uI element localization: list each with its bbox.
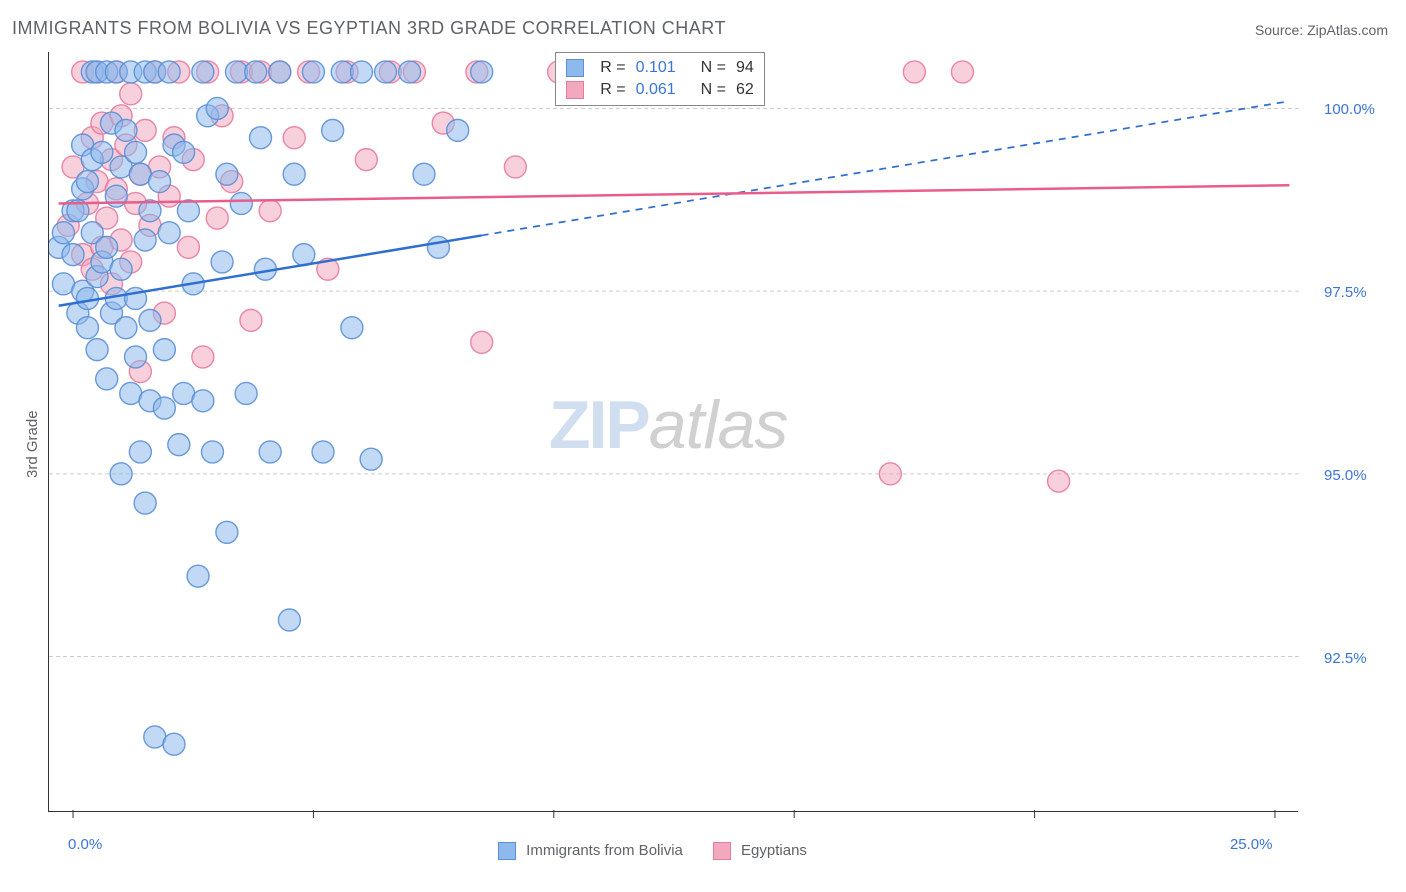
- swatch-series-b: [566, 81, 584, 99]
- x-tick-label: 0.0%: [68, 836, 102, 853]
- legend-item-a: Immigrants from Bolivia: [498, 842, 683, 860]
- stats-row-a: R = 0.101 N = 94: [566, 57, 753, 79]
- n-label: N =: [701, 81, 726, 99]
- r-label: R =: [600, 81, 625, 99]
- series-legend: Immigrants from Bolivia Egyptians: [498, 842, 807, 860]
- y-tick-label: 95.0%: [1324, 467, 1367, 484]
- y-axis-label: 3rd Grade: [24, 410, 41, 478]
- source-label: Source: ZipAtlas.com: [1255, 22, 1388, 38]
- r-value-b: 0.061: [636, 81, 691, 99]
- n-value-a: 94: [736, 59, 754, 77]
- legend-item-b: Egyptians: [713, 842, 807, 860]
- y-tick-label: 97.5%: [1324, 284, 1367, 301]
- x-tick-label: 25.0%: [1230, 836, 1273, 853]
- swatch-series-a: [566, 59, 584, 77]
- r-value-a: 0.101: [636, 59, 691, 77]
- plot-area: ZIPatlas R = 0.101 N = 94 R = 0.061 N = …: [48, 52, 1298, 812]
- chart-title: IMMIGRANTS FROM BOLIVIA VS EGYPTIAN 3RD …: [12, 18, 726, 39]
- stats-legend: R = 0.101 N = 94 R = 0.061 N = 62: [555, 52, 764, 106]
- stats-row-b: R = 0.061 N = 62: [566, 79, 753, 101]
- swatch-series-a: [498, 842, 516, 860]
- y-tick-label: 100.0%: [1324, 101, 1375, 118]
- y-tick-label: 92.5%: [1324, 650, 1367, 667]
- swatch-series-b: [713, 842, 731, 860]
- n-value-b: 62: [736, 81, 754, 99]
- plot-svg: [49, 50, 1379, 830]
- n-label: N =: [701, 59, 726, 77]
- r-label: R =: [600, 59, 625, 77]
- legend-label-a: Immigrants from Bolivia: [526, 842, 683, 859]
- chart-container: IMMIGRANTS FROM BOLIVIA VS EGYPTIAN 3RD …: [0, 0, 1406, 892]
- legend-label-b: Egyptians: [741, 842, 807, 859]
